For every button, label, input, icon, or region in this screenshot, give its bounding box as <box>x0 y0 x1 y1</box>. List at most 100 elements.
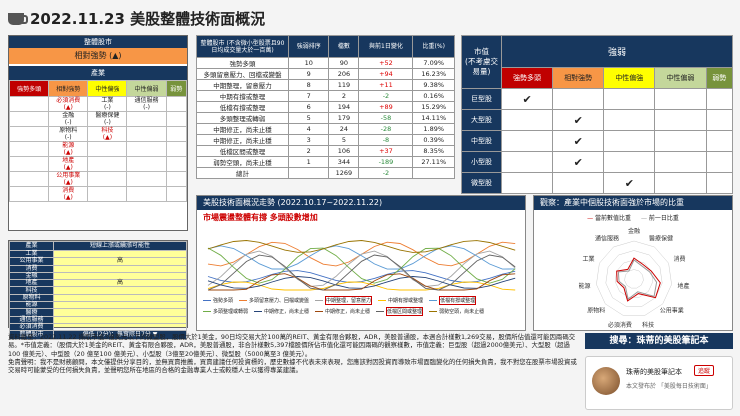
ranking-cell: 3 <box>287 134 330 146</box>
radar-grid <box>596 240 672 316</box>
legend-swatch <box>203 310 211 313</box>
market-cap-cell <box>603 151 656 173</box>
legend-label: 中期修正，尚未止穩 <box>325 309 371 315</box>
market-cap-cell <box>705 172 733 194</box>
trend-legend-item: 多頭留意壓力、回檔或變盤 <box>239 296 309 305</box>
page-title-wrap: 2022.11.23 美股整體技術面概況 <box>8 8 265 29</box>
category-row: 原物料 (-) 科技 (▲) <box>8 126 188 142</box>
col-neutral-weak: 中性偏弱 <box>126 80 167 97</box>
legend-label: 低檔有撐或整理 <box>439 296 477 305</box>
ranking-row: 強勢多頭 10 90 +52 7.09% <box>196 57 455 69</box>
author-card[interactable]: 珠蒂的美股筆記本 追蹤 本文發布於 「美股每日技術面」 <box>585 356 733 410</box>
ranking-row: 中期整理，留意壓力 8 119 +11 9.38% <box>196 79 455 91</box>
ranking-row: 多頭留意壓力、回檔或變盤 9 206 +94 16.23% <box>196 68 455 80</box>
radar-series-prev <box>617 259 658 300</box>
ranking-cell: 179 <box>328 112 360 124</box>
market-cap-corner: 市值 (不考慮交易量) <box>461 35 502 89</box>
market-cap-table: 市值 (不考慮交易量) 強弱 強勢多頭 相對強勢 中性偏強 中性偏弱 弱勢 巨型… <box>461 35 733 194</box>
trend-legend-item: 低檔有撐或整理 <box>429 296 477 305</box>
category-cell: 地產 (▲) <box>48 156 89 172</box>
market-cap-cell: ✔ <box>552 151 605 173</box>
ranking-cell: 4 <box>287 123 330 135</box>
rt-col-strong-bull: 強勢多頭 <box>500 67 554 89</box>
ranking-cell: 8 <box>287 79 330 91</box>
market-cap-cell: ✔ <box>552 130 605 152</box>
sector-outlook-row: 工業 <box>9 249 187 259</box>
legend-label: 多頭留意壓力、回檔或變盤 <box>249 298 310 304</box>
check-icon: ✔ <box>573 134 583 148</box>
sector-outlook <box>53 286 187 295</box>
ranking-row: 低檔区間或整理 2 106 +37 8.35% <box>196 145 455 157</box>
sector-outlook <box>53 315 187 324</box>
market-cap-cell <box>705 151 733 173</box>
ranking-cell: 8.35% <box>412 145 455 157</box>
ranking-cell: -8 <box>358 134 414 146</box>
ranking-cell: 5 <box>328 134 360 146</box>
rt-col-weak: 弱勢 <box>705 67 733 89</box>
follow-button[interactable]: 追蹤 <box>694 365 715 376</box>
col-neutral-strong: 中性偏強 <box>87 80 128 97</box>
market-cap-cell <box>654 130 707 152</box>
market-cap-row: 中型股 ✔ <box>461 130 733 152</box>
market-cap-cell <box>500 172 554 194</box>
trend-series-line <box>207 245 516 270</box>
category-cell: 公用事業 (▲) <box>48 171 89 187</box>
page-title: 2022.11.23 美股整體技術面概況 <box>30 10 266 28</box>
ranking-cell: 中期修正，尚未止穩 <box>196 123 289 135</box>
author-name: 珠蒂的美股筆記本 <box>626 368 682 376</box>
sector-outlook-row: 原物料 <box>9 293 187 303</box>
market-cap-cell <box>500 130 554 152</box>
sector-outlook-row: 通信服務 <box>9 315 187 324</box>
market-cap-label: 小型股 <box>461 151 502 173</box>
ranking-cell: 多頭整理或轉弱 <box>196 112 289 124</box>
trend-legend-item: 中期修正，尚未止穩 <box>254 307 309 316</box>
ranking-cell: 27.11% <box>412 156 455 168</box>
trend-chart-subtitle: 市場震盪整體有撐 多頭股數增加 <box>203 213 318 222</box>
ranking-header-order: 強弱排序 <box>287 35 330 58</box>
ranking-cell: 10 <box>287 57 330 69</box>
ranking-cell: -189 <box>358 156 414 168</box>
sector-outlook: 高 <box>53 257 187 266</box>
ranking-header-change: 與前1日變化 <box>358 35 414 58</box>
trend-legend-item: 弱勢空頭，尚未止穩 <box>429 307 484 316</box>
ranking-header-weight: 比重(%) <box>412 35 455 58</box>
category-cell <box>165 141 188 157</box>
category-row: 消費 (▲) <box>8 186 188 202</box>
category-cell: 必須消費 (▲) <box>48 96 89 112</box>
sector-outlook <box>53 271 187 281</box>
sector-outlook <box>53 322 187 332</box>
ranking-row: 低檔有撐或整理 6 194 +89 15.29% <box>196 101 455 113</box>
ranking-cell: 1 <box>287 156 330 168</box>
ranking-cell: 9 <box>287 68 330 80</box>
category-cell: 原物料 (-) <box>48 126 89 142</box>
legend-swatch <box>254 310 263 313</box>
category-cell <box>126 126 167 142</box>
sector-name: 公用事業 <box>9 257 54 266</box>
ranking-cell: 中期整理，留意壓力 <box>196 79 289 91</box>
category-cell <box>87 171 128 187</box>
market-cap-cell <box>603 88 656 110</box>
ranking-cell: -2 <box>358 90 414 102</box>
radar-axis-label: 必須消費 <box>608 321 632 329</box>
ranking-cell: 16.23% <box>412 68 455 80</box>
legend-label: 中期有撐或整理 <box>388 298 424 304</box>
ranking-row: 總計 1269 -2 <box>196 167 455 179</box>
market-cap-cell <box>654 109 707 131</box>
market-cap-panel: 市值 (不考慮交易量) 強弱 強勢多頭 相對強勢 中性偏強 中性偏弱 弱勢 巨型… <box>461 35 733 194</box>
category-cell <box>126 171 167 187</box>
category-table: 強勢多頭 相對強勢 中性偏強 中性偏弱 弱勢 必須消費 (▲) 工業 (-) 通信服… <box>8 80 188 202</box>
avatar <box>592 367 620 395</box>
search-banner: 搜尋：珠蒂的美股筆記本 <box>585 333 733 349</box>
ranking-row: 中期修正，尚未止穩 3 5 -8 0.39% <box>196 134 455 146</box>
market-cap-label: 巨型股 <box>461 88 502 110</box>
radar-axis-label: 原物料 <box>587 306 605 314</box>
market-cap-cell: ✔ <box>552 109 605 131</box>
market-cap-cell <box>705 130 733 152</box>
market-cap-label: 中型股 <box>461 130 502 152</box>
category-cell <box>8 111 50 127</box>
legend-label: 弱勢空頭，尚未止穩 <box>439 309 485 315</box>
market-cap-label: 微型股 <box>461 172 502 194</box>
strength-header: 強弱 <box>501 35 733 68</box>
sector-name: 能源 <box>9 301 54 310</box>
